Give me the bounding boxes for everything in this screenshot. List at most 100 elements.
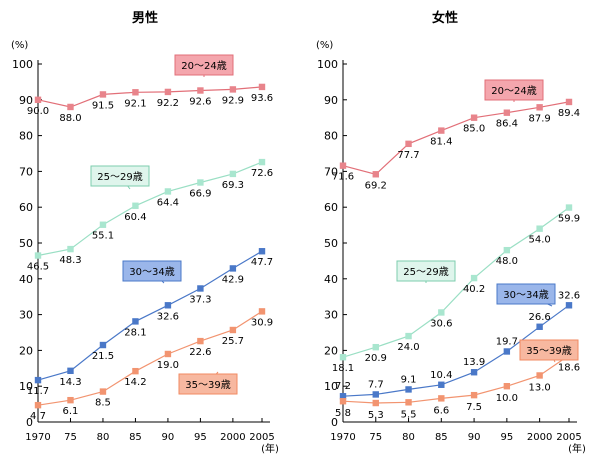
data-point-marker	[503, 383, 511, 390]
series-label-box	[90, 165, 150, 187]
data-value-label: 47.7	[251, 257, 273, 268]
data-value-label: 7.7	[368, 379, 384, 390]
data-point-marker	[132, 367, 139, 375]
y-tick-label: 90	[324, 94, 338, 107]
x-tick-label: 80	[97, 432, 110, 443]
data-value-label: 32.6	[157, 311, 179, 322]
chart-title: 男性	[132, 10, 158, 26]
series-label-box	[519, 339, 579, 361]
x-tick-label: 2005	[249, 432, 274, 443]
chart-title: 女性	[432, 10, 458, 26]
data-point-marker	[258, 308, 266, 315]
x-tick-label: 85	[435, 432, 448, 443]
data-point-marker	[258, 158, 266, 166]
data-value-label: 48.3	[59, 255, 81, 266]
data-value-label: 26.6	[528, 312, 550, 323]
data-value-label: 87.9	[528, 113, 550, 124]
data-value-label: 89.4	[558, 108, 580, 119]
data-point-marker	[67, 245, 74, 253]
x-tick-label: 95	[500, 432, 513, 443]
series-label: 30～34歳	[503, 289, 548, 301]
y-tick-label: 0	[26, 416, 33, 429]
data-value-label: 81.4	[430, 137, 452, 148]
data-value-label: 30.9	[251, 317, 273, 328]
data-point-marker	[229, 86, 237, 93]
data-point-marker	[67, 367, 74, 375]
x-tick-label: 90	[468, 432, 481, 443]
data-value-label: 60.4	[124, 212, 146, 223]
data-point-marker	[438, 309, 445, 316]
data-point-marker	[405, 332, 412, 340]
data-point-marker	[99, 91, 107, 98]
data-point-marker	[132, 202, 139, 209]
data-point-marker	[536, 104, 543, 111]
data-point-marker	[339, 398, 347, 405]
data-value-label: 72.6	[251, 168, 273, 179]
data-value-label: 71.6	[332, 172, 354, 183]
data-value-label: 48.0	[496, 256, 518, 267]
data-point-marker	[536, 225, 543, 232]
data-point-marker	[438, 381, 445, 388]
x-axis-unit: (年)	[261, 442, 279, 455]
data-point-marker	[565, 302, 573, 309]
data-value-label: 11.7	[27, 386, 49, 397]
data-point-marker	[34, 376, 42, 384]
data-value-label: 69.2	[365, 180, 387, 191]
data-value-label: 19.0	[157, 360, 179, 371]
data-point-marker	[229, 170, 237, 178]
data-value-label: 7.2	[335, 381, 351, 392]
series-label-box	[484, 79, 544, 101]
data-point-marker	[229, 326, 237, 334]
x-tick-label: 85	[129, 432, 142, 443]
data-point-marker	[164, 350, 172, 358]
y-tick-label: 0	[331, 416, 338, 429]
series-line-35~39	[342, 354, 570, 404]
data-point-marker	[229, 265, 237, 272]
data-point-marker	[470, 274, 478, 282]
data-value-label: 92.1	[124, 98, 146, 109]
series-label: 20～24歳	[181, 60, 226, 72]
x-tick-label: 2000	[220, 432, 245, 443]
data-point-marker	[372, 399, 379, 407]
data-point-marker	[164, 88, 172, 96]
data-value-label: 25.7	[222, 336, 244, 347]
data-value-label: 4.7	[30, 411, 46, 422]
x-tick-label: 2000	[527, 432, 552, 443]
x-tick-label: 1970	[25, 432, 50, 443]
y-tick-label: 10	[19, 380, 33, 393]
data-point-marker	[503, 246, 511, 254]
data-point-marker	[565, 98, 573, 106]
x-tick-label: 90	[162, 432, 175, 443]
data-value-label: 20.9	[365, 353, 387, 364]
data-point-marker	[405, 399, 412, 406]
series-label: 25～29歳	[97, 171, 142, 183]
x-tick-label: 75	[64, 432, 77, 443]
data-value-label: 13.0	[528, 382, 550, 393]
data-point-marker	[470, 114, 478, 121]
y-tick-label: 40	[19, 273, 33, 286]
data-point-marker	[34, 401, 42, 409]
data-point-marker	[372, 171, 379, 178]
y-tick-label: 100	[317, 58, 338, 71]
data-value-label: 14.2	[124, 377, 146, 388]
y-tick-label: 50	[19, 237, 33, 250]
data-point-marker	[99, 221, 107, 228]
data-value-label: 91.5	[92, 100, 114, 111]
data-value-label: 14.3	[59, 377, 81, 388]
data-point-marker	[372, 343, 379, 351]
y-axis-unit: (%)	[11, 40, 28, 51]
data-point-marker	[132, 318, 139, 325]
data-point-marker	[164, 188, 172, 195]
data-point-marker	[503, 109, 511, 116]
data-value-label: 85.0	[463, 124, 485, 135]
data-value-label: 69.3	[222, 180, 244, 191]
data-point-marker	[470, 369, 478, 376]
data-point-marker	[67, 103, 74, 111]
y-tick-label: 60	[19, 201, 33, 214]
data-value-label: 7.5	[466, 402, 482, 413]
y-tick-label: 50	[324, 237, 338, 250]
data-point-marker	[197, 337, 204, 345]
x-axis-unit: (年)	[568, 442, 586, 455]
data-value-label: 92.2	[157, 98, 179, 109]
data-value-label: 54.0	[528, 235, 550, 246]
